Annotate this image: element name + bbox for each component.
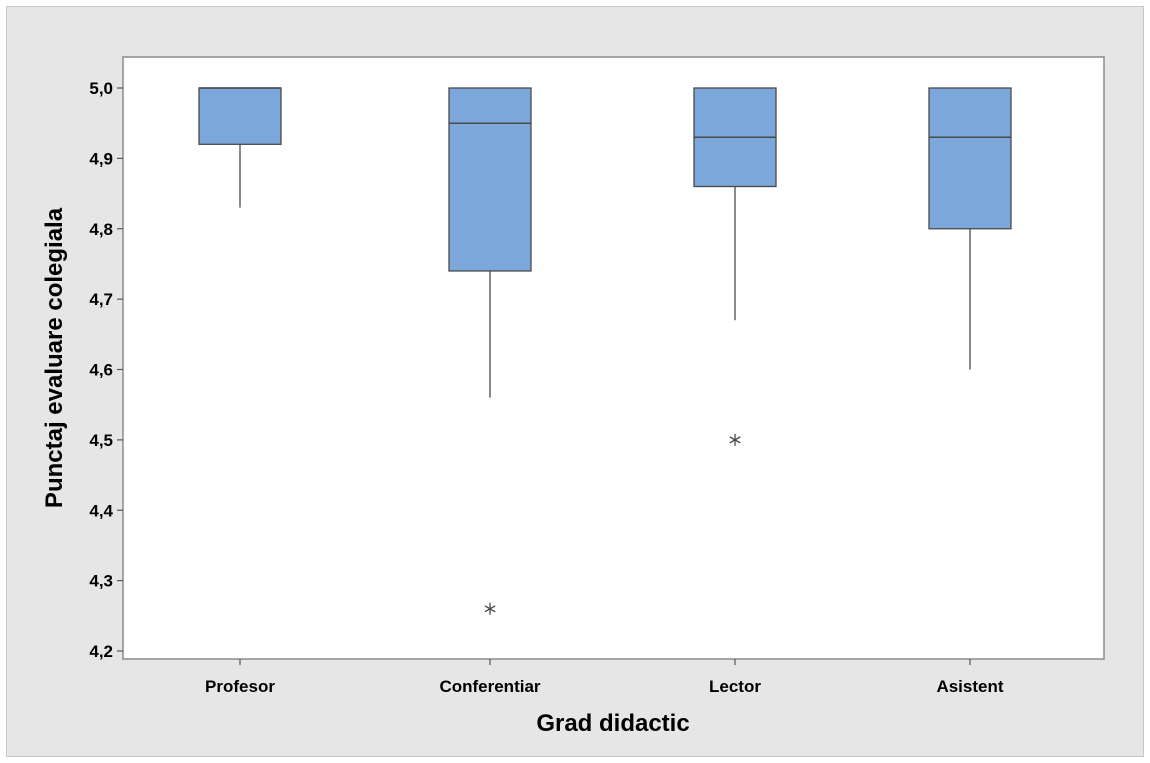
outlier-stroke <box>729 436 741 444</box>
x-axis-title: Grad didactic <box>536 710 689 737</box>
box-iqr <box>198 87 282 145</box>
box-asistent <box>928 87 1012 370</box>
x-tick-label: Profesor <box>205 677 275 696</box>
y-tick-label: 4,9 <box>89 149 113 168</box>
box-iqr <box>928 87 1012 230</box>
y-tick-label: 4,4 <box>89 501 113 520</box>
y-tick-label: 4,2 <box>89 642 113 661</box>
y-tick-label: 5,0 <box>89 79 113 98</box>
box-conferentiar <box>448 87 532 615</box>
y-tick-label: 4,6 <box>89 361 113 380</box>
box-profesor <box>198 87 282 208</box>
box-lector <box>693 87 777 446</box>
y-tick-label: 4,5 <box>89 431 113 450</box>
y-axis: 4,2 4,3 4,4 4,5 4,6 4,7 4,8 4,9 5,0 <box>89 79 123 661</box>
x-axis: Profesor Conferentiar Lector Asistent <box>205 659 1004 696</box>
outlier-point <box>484 602 496 615</box>
y-tick-label: 4,8 <box>89 220 113 239</box>
y-tick-label: 4,3 <box>89 572 113 591</box>
x-tick-label: Asistent <box>936 677 1003 696</box>
outlier-point <box>729 433 741 446</box>
y-tick-label: 4,7 <box>89 290 113 309</box>
x-tick-label: Conferentiar <box>439 677 540 696</box>
outlier-stroke <box>484 605 496 613</box>
x-tick-label: Lector <box>709 677 761 696</box>
box-series <box>198 87 1012 615</box>
box-iqr <box>448 87 532 272</box>
y-axis-title: Punctaj evaluare colegiala <box>41 207 68 508</box>
